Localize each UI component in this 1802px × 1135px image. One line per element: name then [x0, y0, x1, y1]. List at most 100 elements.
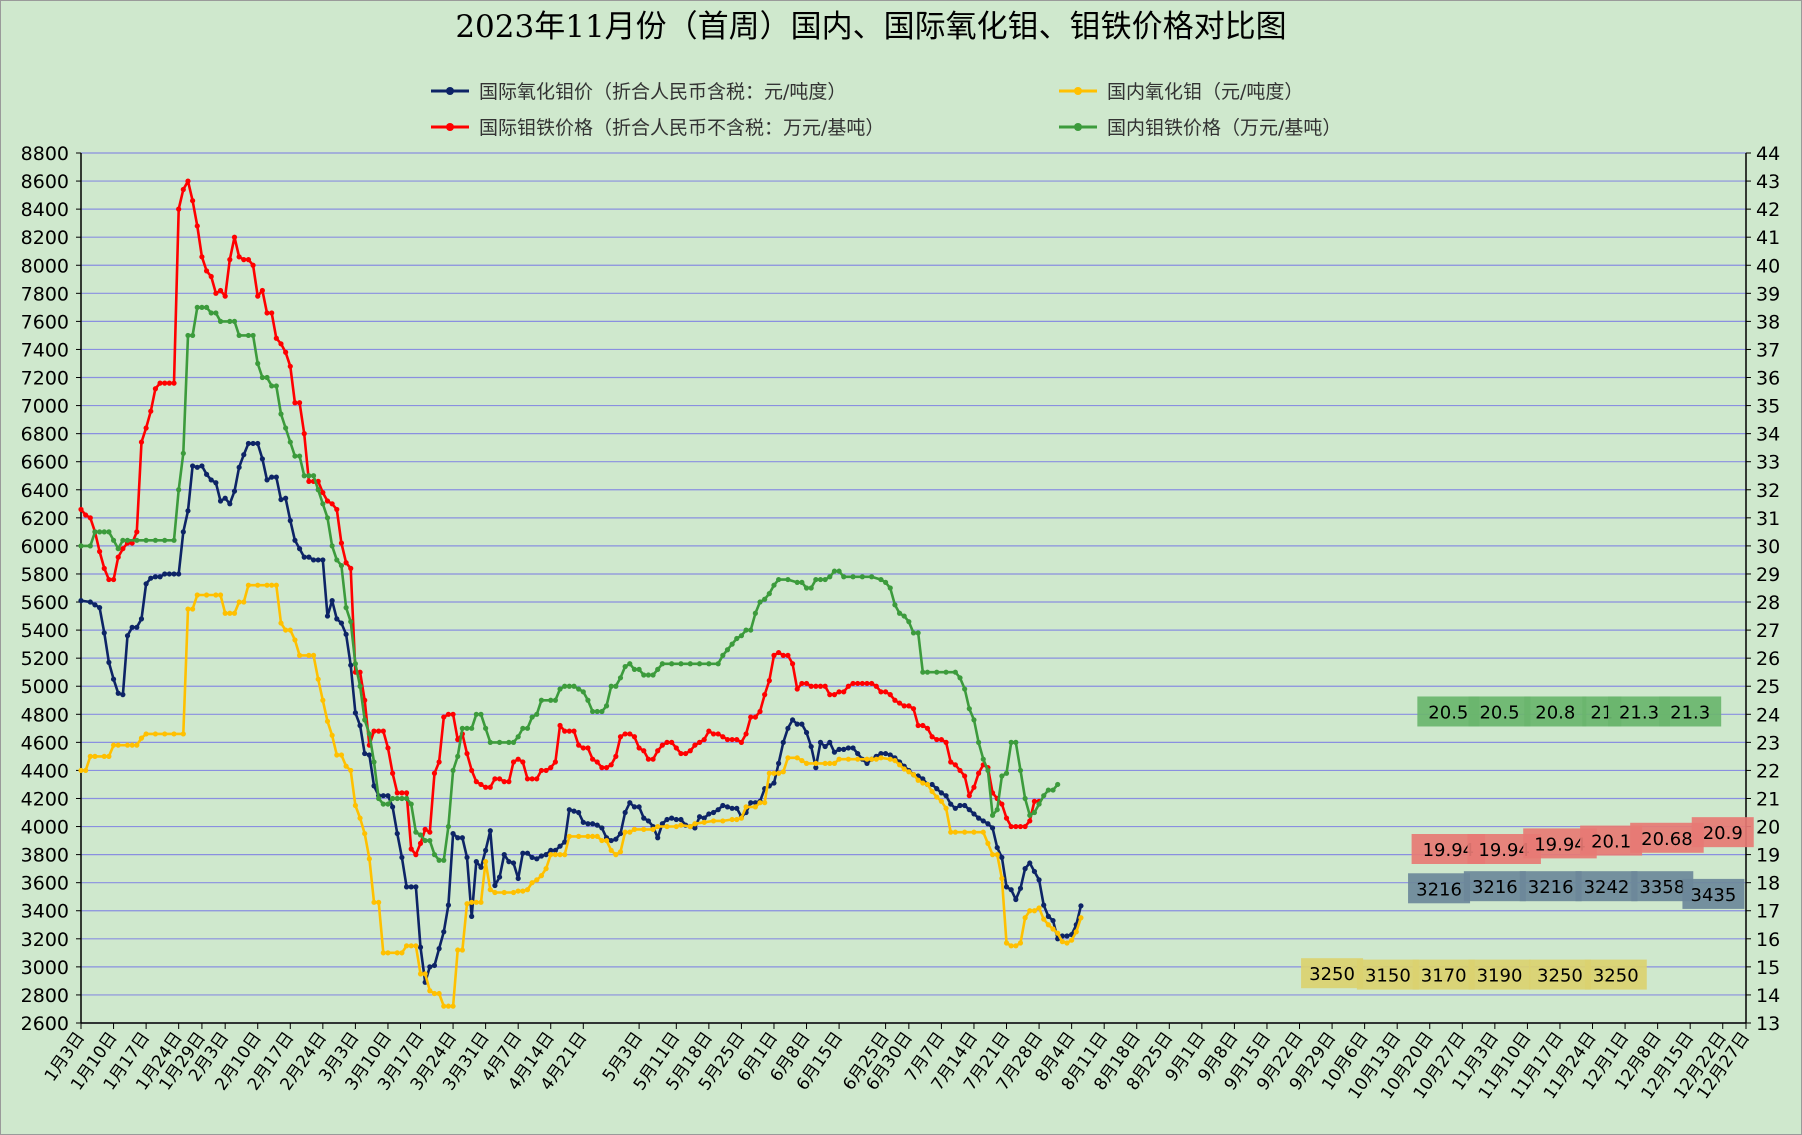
data-point — [534, 877, 540, 883]
data-point — [738, 739, 745, 745]
data-point — [310, 473, 317, 479]
data-point — [171, 571, 177, 577]
data-point — [441, 1003, 447, 1009]
data-point — [529, 854, 535, 861]
data-point — [292, 400, 298, 406]
data-point — [106, 753, 112, 759]
data-label-text: 3250 — [1593, 966, 1639, 987]
data-point — [957, 675, 963, 681]
data-point — [390, 804, 396, 810]
data-point — [538, 853, 545, 859]
data-point — [320, 501, 326, 507]
data-point — [222, 610, 228, 616]
data-point — [710, 731, 717, 737]
data-point — [97, 548, 103, 555]
data-point — [138, 735, 145, 741]
data-label: 3216 — [1519, 871, 1582, 902]
data-point — [543, 866, 549, 872]
data-point — [789, 717, 796, 723]
data-point — [952, 762, 958, 768]
data-point — [720, 734, 726, 740]
data-label: 3358 — [1631, 871, 1694, 902]
y-left-tick-label: 8800 — [21, 143, 69, 165]
y-left-tick-label: 7600 — [21, 311, 69, 333]
data-label-text: 3216 — [1472, 877, 1518, 898]
data-point — [245, 582, 252, 588]
data-point — [603, 703, 610, 709]
data-point — [771, 652, 777, 658]
data-point — [803, 585, 810, 591]
data-point — [636, 745, 642, 751]
data-point — [845, 745, 851, 751]
data-point — [120, 546, 126, 552]
data-point — [87, 753, 93, 759]
data-point — [83, 512, 89, 518]
data-point — [348, 619, 354, 625]
data-point — [869, 680, 875, 687]
data-point — [724, 804, 731, 810]
data-point — [241, 599, 247, 605]
data-point — [306, 478, 312, 484]
data-point — [283, 495, 289, 501]
y-right-tick-label: 23 — [1756, 732, 1780, 754]
data-point — [743, 804, 749, 810]
data-point — [882, 750, 889, 757]
y-right-tick-label: 40 — [1756, 255, 1780, 277]
data-point — [813, 576, 819, 583]
data-point — [766, 678, 772, 684]
data-point — [906, 703, 912, 709]
data-point — [427, 964, 433, 970]
data-point — [776, 576, 782, 583]
y-left-tick-label: 3000 — [21, 957, 69, 979]
data-point — [799, 757, 805, 764]
data-point — [329, 598, 335, 604]
data-point — [608, 762, 614, 768]
data-label-text: 19.94 — [1478, 840, 1530, 861]
data-point — [613, 836, 619, 842]
data-point — [324, 515, 331, 521]
data-point — [278, 411, 284, 417]
data-point — [459, 947, 465, 953]
data-point — [669, 661, 675, 667]
data-point — [306, 652, 312, 658]
data-point — [962, 829, 968, 835]
data-point — [417, 971, 424, 977]
data-point — [552, 852, 558, 858]
data-point — [371, 899, 377, 905]
data-point — [920, 669, 926, 675]
data-point — [989, 812, 996, 818]
data-point — [799, 721, 805, 727]
data-point — [589, 833, 596, 839]
data-point — [203, 304, 210, 310]
data-point — [757, 599, 763, 605]
data-label-text: 20.1 — [1591, 832, 1631, 853]
data-point — [813, 683, 819, 689]
data-point — [152, 731, 159, 737]
data-label: 3435 — [1682, 878, 1745, 909]
data-point — [989, 852, 996, 858]
data-point — [1059, 939, 1065, 945]
data-point — [622, 829, 628, 835]
chart-title: 2023年11月份（首周）国内、国际氧化钼、钼铁价格对比图 — [455, 9, 1286, 45]
data-point — [1064, 940, 1070, 946]
y-right-tick-label: 35 — [1756, 396, 1780, 418]
legend-label: 国内氧化钼（元/吨度） — [1107, 81, 1303, 103]
data-point — [962, 686, 968, 692]
data-point — [710, 809, 717, 816]
data-point — [1050, 787, 1056, 793]
data-point — [478, 899, 484, 905]
data-point — [762, 692, 768, 698]
data-point — [859, 680, 865, 687]
data-label-text: 3250 — [1309, 964, 1355, 985]
data-point — [450, 1003, 456, 1009]
data-point — [441, 714, 447, 720]
data-point — [106, 576, 112, 583]
data-point — [794, 579, 800, 585]
y-right-tick-label: 29 — [1756, 564, 1780, 586]
data-point — [1027, 908, 1033, 914]
data-point — [371, 759, 377, 765]
data-point — [496, 739, 503, 745]
data-point — [757, 708, 763, 715]
data-point — [269, 383, 275, 389]
data-point — [580, 689, 586, 695]
